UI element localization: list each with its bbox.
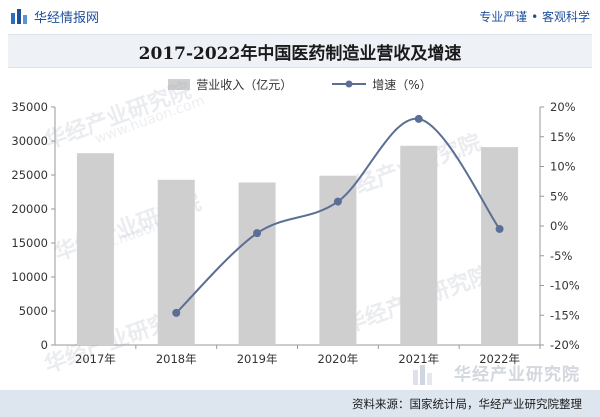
y-right-tick-label: 20% — [550, 100, 576, 114]
x-tick-label: 2022年 — [479, 352, 520, 366]
watermark-corner-text: 华经产业研究院 — [454, 365, 580, 385]
y-right-tick-label: 5% — [550, 189, 568, 203]
legend-item-revenue[interactable]: 营业收入（亿元） — [168, 74, 292, 94]
top-bar: 华经情报网 专业严谨 • 客观科学 — [0, 0, 600, 32]
source-note: 资料来源：国家统计局，华经产业研究院整理 — [352, 397, 582, 411]
y-right-tick-label: -20% — [550, 338, 580, 352]
x-tick-label: 2020年 — [318, 352, 359, 366]
y-right-tick-label: 10% — [550, 160, 576, 174]
growth-point — [333, 197, 342, 206]
x-tick-label: 2017年 — [75, 352, 116, 366]
y-right-tick-label: -15% — [550, 308, 580, 322]
brand-logo-icon — [11, 9, 27, 24]
growth-line — [175, 117, 501, 314]
y-left-tick-label: 0 — [41, 338, 48, 352]
y-left-tick-label: 30000 — [11, 134, 48, 148]
chart-legend: 营业收入（亿元） 增速（%） — [0, 74, 600, 94]
revenue-bar — [481, 147, 519, 345]
revenue-bar — [238, 182, 276, 345]
watermark-logo-icon — [413, 365, 432, 385]
growth-point — [172, 308, 181, 317]
legend-item-growth[interactable]: 增速（%） — [332, 74, 432, 94]
brand[interactable]: 华经情报网 — [10, 7, 99, 26]
y-left-tick-label: 25000 — [11, 168, 48, 182]
y-left-tick-label: 15000 — [11, 236, 48, 250]
legend-line-swatch — [332, 80, 367, 88]
legend-label-revenue: 营业收入（亿元） — [196, 77, 293, 92]
growth-point — [414, 114, 423, 123]
legend-label-growth: 增速（%） — [372, 77, 432, 92]
brand-name: 华经情报网 — [34, 10, 100, 26]
growth-point — [253, 229, 262, 238]
revenue-bar — [400, 145, 438, 345]
y-left-tick-label: 10000 — [11, 270, 48, 284]
footer: 资料来源：国家统计局，华经产业研究院整理 — [0, 390, 600, 417]
legend-bar-swatch — [168, 78, 191, 90]
chart-title-bar: 2017-2022年中国医药制造业营收及增速 — [8, 34, 592, 68]
chart-svg: 0 5000 10000 15000 20000 25000 30000 35000 -20% -… — [11, 100, 580, 366]
y-right-tick-label: -10% — [550, 279, 580, 293]
chart-title: 2017-2022年中国医药制造业营收及增速 — [138, 43, 462, 64]
x-tick-label: 2018年 — [156, 352, 197, 366]
x-tick-label: 2019年 — [237, 352, 278, 366]
y-left-tick-label: 20000 — [11, 202, 48, 216]
y-left-tick-label: 35000 — [11, 100, 48, 114]
slogan: 专业严谨 • 客观科学 — [479, 9, 590, 24]
y-left-tick-label: 5000 — [19, 304, 48, 318]
y-right-tick-label: -5% — [550, 249, 572, 263]
revenue-bar — [76, 153, 114, 345]
x-tick-label: 2021年 — [398, 352, 439, 366]
revenue-bar — [157, 179, 195, 345]
y-right-tick-label: 15% — [550, 130, 576, 144]
y-right-tick-label: 0% — [550, 219, 568, 233]
growth-point — [495, 224, 504, 233]
